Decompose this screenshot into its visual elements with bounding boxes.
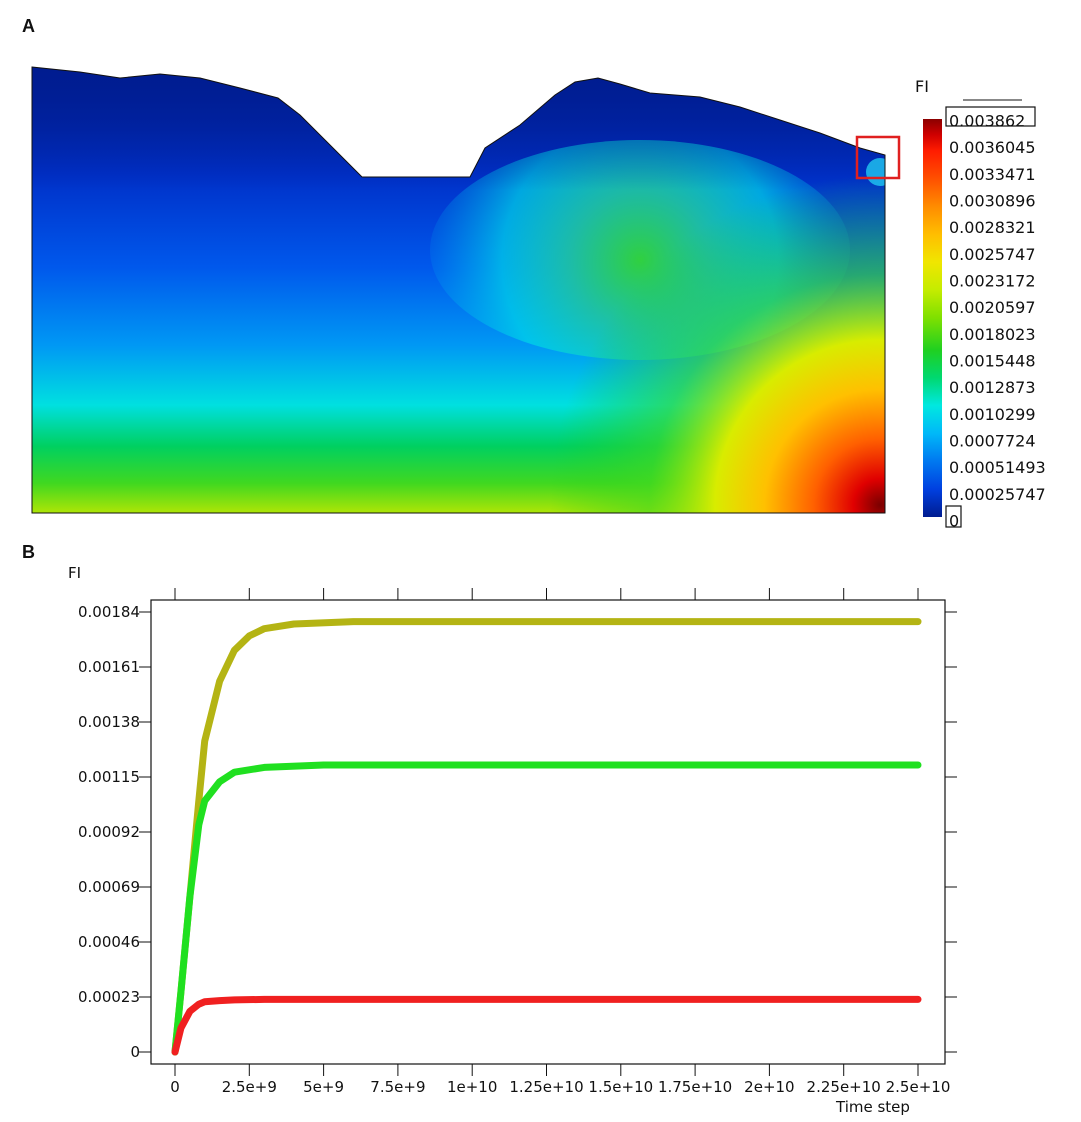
colorbar-label: 0.0025747 — [949, 245, 1036, 264]
y-tick-label: 0.00184 — [78, 603, 140, 621]
colorbar-min-box — [945, 505, 962, 528]
x-tick-label: 1.25e+10 — [509, 1078, 583, 1096]
colorbar-label: 0.0033471 — [949, 165, 1036, 184]
x-tick-label: 2e+10 — [744, 1078, 794, 1096]
colorbar-label: 0.0018023 — [949, 325, 1036, 344]
colorbar-label: 0.0007724 — [949, 432, 1036, 451]
x-tick-label: 2.5e+9 — [222, 1078, 277, 1096]
colorbar-label: 0.0030896 — [949, 192, 1036, 211]
series-line — [171, 761, 922, 1056]
colorbar-max-box — [945, 106, 1036, 127]
colorbar-label: 0.00025747 — [949, 485, 1046, 504]
colorbar-label: 0 — [949, 512, 959, 531]
x-tick-label: 2.25e+10 — [807, 1078, 881, 1096]
colorbar-label: 0.0012873 — [949, 378, 1036, 397]
plot-frame — [150, 599, 946, 1065]
colorbar-label: 0.0028321 — [949, 218, 1036, 237]
y-tick-label: 0.00115 — [78, 768, 140, 786]
terrain-outline — [31, 66, 886, 514]
colorbar-label: 0.0023172 — [949, 272, 1036, 291]
panel-b-label: B — [22, 542, 35, 562]
colorbar-label: 0.0036045 — [949, 138, 1036, 157]
chart-series — [171, 618, 922, 1056]
x-tick-label: 1e+10 — [447, 1078, 497, 1096]
y-tick-label: 0.00023 — [78, 988, 140, 1006]
colorbar-label: 0.0015448 — [949, 352, 1036, 371]
colorbar-label: 0.0020597 — [949, 298, 1036, 317]
colorbar-label: 0.0010299 — [949, 405, 1036, 424]
contour-field — [32, 67, 885, 513]
y-tick-label: 0 — [130, 1043, 140, 1061]
x-tick-label: 0 — [170, 1078, 180, 1096]
colorbar-gradient — [923, 119, 942, 517]
y-tick-label: 0.00092 — [78, 823, 140, 841]
y-tick-label: 0.00138 — [78, 713, 140, 731]
x-axis-label: Time step — [835, 1098, 910, 1116]
series-line — [171, 618, 922, 1056]
y-tick-label: 0.00069 — [78, 878, 140, 896]
series-line — [171, 995, 922, 1056]
contour-map: FI 0.0038620.00360450.00334710.00308960.… — [31, 66, 1046, 531]
y-tick-label: 0.00161 — [78, 658, 140, 676]
x-tick-label: 2.5e+10 — [886, 1078, 951, 1096]
colorbar-title: FI — [915, 77, 929, 96]
x-tick-label: 5e+9 — [303, 1078, 344, 1096]
y-axis-label: FI — [68, 564, 81, 582]
x-tick-label: 1.75e+10 — [658, 1078, 732, 1096]
x-tick-label: 7.5e+9 — [370, 1078, 425, 1096]
colorbar-label: 0.003862 — [949, 112, 1025, 131]
chart-ticks: 0 0.00023 0.00046 0.00069 0.00092 0.00115 0.00… — [78, 588, 957, 1096]
panel-a-label: A — [22, 16, 35, 36]
x-tick-label: 1.5e+10 — [588, 1078, 653, 1096]
colorbar-labels: 0.003862 0.0036045 0.0033471 0.0030896 0.002… — [949, 112, 1046, 531]
y-tick-label: 0.00046 — [78, 933, 140, 951]
highlight-box — [855, 135, 901, 180]
colorbar-label: 0.00051493 — [949, 458, 1046, 477]
